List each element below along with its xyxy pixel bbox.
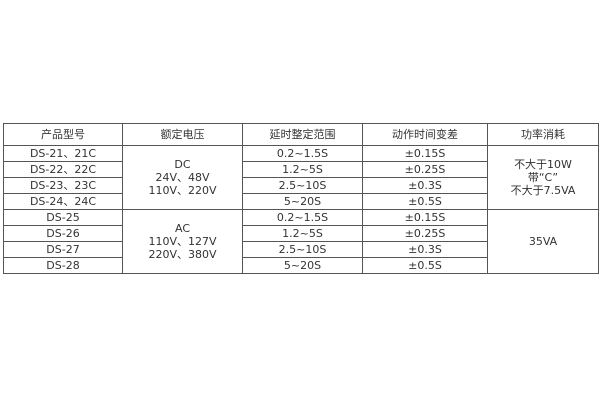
variance-cell: ±0.15S	[362, 145, 488, 162]
voltage-cell-line: AC	[174, 222, 190, 235]
voltage-cell: DC 24V、48V 110V、220V	[122, 145, 243, 210]
range-cell: 2.5~10S	[242, 177, 363, 194]
model-cell: DS-26	[3, 225, 123, 242]
voltage-cell: AC 110V、127V 220V、380V	[122, 209, 243, 274]
range-cell: 5~20S	[242, 257, 363, 274]
range-cell: 2.5~10S	[242, 241, 363, 258]
voltage-cell-line: 110V、127V	[148, 235, 217, 248]
range-cell: 5~20S	[242, 193, 363, 210]
header-model: 产品型号	[3, 123, 123, 146]
voltage-cell-line: 24V、48V	[155, 171, 210, 184]
variance-cell: ±0.25S	[362, 225, 488, 242]
table-row: DS-21、21C DC 24V、48V 110V、220V 0.2~1.5S ±0.15…	[3, 145, 599, 210]
table-row: DS-26 1.2~5S ±0.25S	[3, 225, 599, 242]
table-row: DS-27 2.5~10S ±0.3S	[3, 241, 599, 258]
model-cell: DS-22、22C	[3, 161, 123, 178]
header-range: 延时整定范围	[242, 123, 363, 146]
power-cell-line: 带“C”	[527, 171, 559, 184]
variance-cell: ±0.5S	[362, 193, 488, 210]
table-row: DS-28 5~20S ±0.5S	[3, 257, 599, 274]
voltage-cell-line: 110V、220V	[148, 184, 217, 197]
voltage-cell-line: DC	[174, 158, 191, 171]
header-voltage: 额定电压	[122, 123, 243, 146]
range-cell: 1.2~5S	[242, 161, 363, 178]
power-cell-line: 不大于10W	[514, 158, 572, 171]
variance-cell: ±0.5S	[362, 257, 488, 274]
relay-spec-table: 产品型号 额定电压 延时整定范围 动作时间变差 功率消耗 DS-21、21C DC…	[3, 123, 599, 274]
power-cell: 35VA	[487, 209, 599, 274]
table-row: DS-23、23C 2.5~10S ±0.3S	[3, 177, 599, 194]
variance-cell: ±0.25S	[362, 161, 488, 178]
power-cell-line: 35VA	[528, 235, 558, 248]
power-cell: 不大于10W 带“C” 不大于7.5VA	[487, 145, 599, 210]
header-variance: 动作时间变差	[362, 123, 488, 146]
model-cell: DS-25	[3, 209, 123, 226]
power-cell-line: 不大于7.5VA	[510, 184, 576, 197]
model-cell: DS-28	[3, 257, 123, 274]
model-cell: DS-23、23C	[3, 177, 123, 194]
header-power: 功率消耗	[487, 123, 599, 146]
model-cell: DS-21、21C	[3, 145, 123, 162]
variance-cell: ±0.3S	[362, 241, 488, 258]
voltage-cell-line: 220V、380V	[148, 248, 217, 261]
table-row: DS-25 AC 110V、127V 220V、380V 0.2~1.5S ±0.15S 3…	[3, 209, 599, 274]
model-cell: DS-27	[3, 241, 123, 258]
range-cell: 0.2~1.5S	[242, 145, 363, 162]
header-row: 产品型号 额定电压 延时整定范围 动作时间变差 功率消耗	[3, 123, 599, 146]
variance-cell: ±0.3S	[362, 177, 488, 194]
variance-cell: ±0.15S	[362, 209, 488, 226]
range-cell: 1.2~5S	[242, 225, 363, 242]
range-cell: 0.2~1.5S	[242, 209, 363, 226]
model-cell: DS-24、24C	[3, 193, 123, 210]
